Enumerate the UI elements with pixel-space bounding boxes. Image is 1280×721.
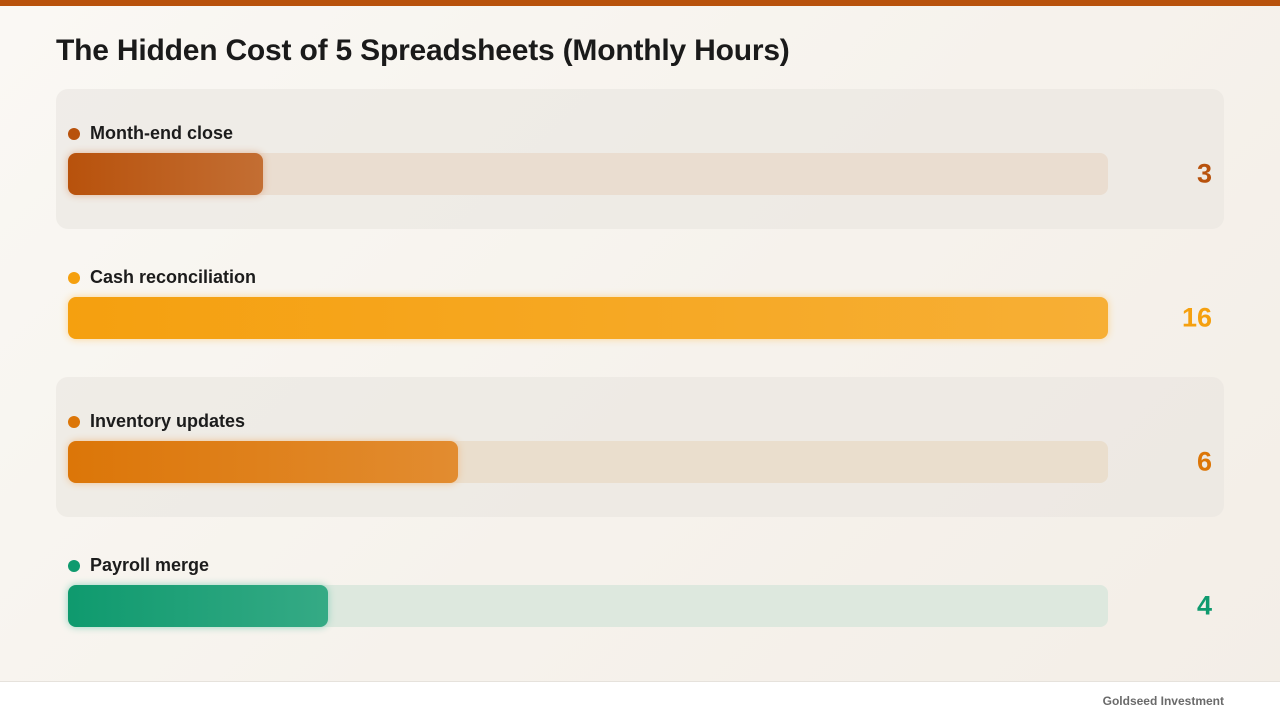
page-title: The Hidden Cost of 5 Spreadsheets (Month… xyxy=(56,34,790,67)
bar-row: Inventory updates 6 xyxy=(56,377,1224,517)
category-dot xyxy=(68,559,80,572)
bar xyxy=(68,441,458,483)
bar-row: Cash reconciliation 16 xyxy=(56,233,1224,373)
bar-chart: Month-end close 3 Cash reconciliation 16 Inv… xyxy=(56,89,1224,665)
bar-track xyxy=(68,297,1108,339)
top-accent-bar xyxy=(0,0,1280,6)
value-label: 6 xyxy=(1196,446,1212,477)
category-dot xyxy=(68,415,80,428)
bar-label-group: Inventory updates xyxy=(68,411,245,432)
bar xyxy=(68,153,263,195)
value-label: 16 xyxy=(1181,302,1212,333)
bar-row: Payroll merge 4 xyxy=(56,521,1224,661)
bar xyxy=(68,585,328,627)
bar xyxy=(68,297,1108,339)
value-label: 4 xyxy=(1196,590,1212,621)
bar-label-group: Payroll merge xyxy=(68,555,209,576)
bar-track xyxy=(68,153,1108,195)
footer: Goldseed Investment xyxy=(0,681,1280,721)
bar-track xyxy=(68,585,1108,627)
bar-track xyxy=(68,441,1108,483)
bar-label-group: Month-end close xyxy=(68,123,233,144)
bar-row: Month-end close 3 xyxy=(56,89,1224,229)
category-dot xyxy=(68,271,80,284)
category-dot xyxy=(68,127,80,140)
category-label: Payroll merge xyxy=(90,555,210,575)
category-label: Month-end close xyxy=(90,123,233,143)
bar-label-group: Cash reconciliation xyxy=(68,267,256,288)
value-label: 3 xyxy=(1196,158,1212,189)
category-label: Inventory updates xyxy=(90,411,246,431)
footer-brand: Goldseed Investment xyxy=(1102,694,1224,708)
category-label: Cash reconciliation xyxy=(90,267,257,287)
